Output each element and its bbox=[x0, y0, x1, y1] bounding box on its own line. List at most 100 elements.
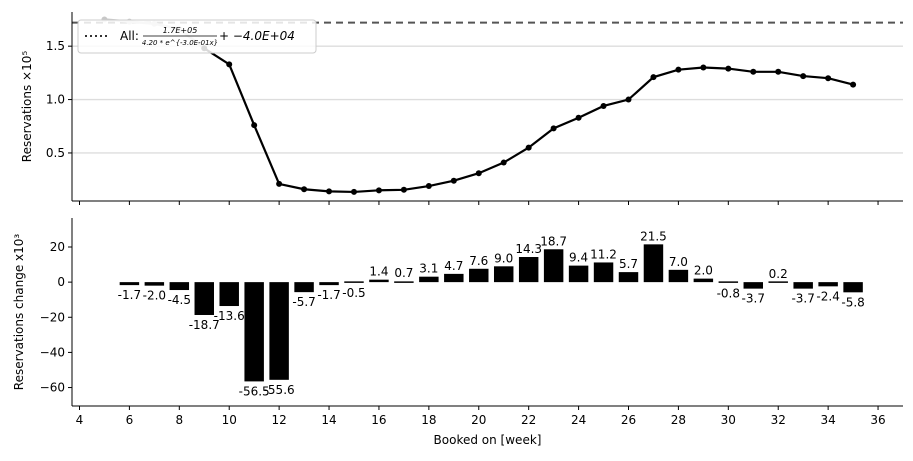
top-chart-panel: 0.5 1.0 1.5 Reservations ×10⁵ All: 1.7E+05 4.… bbox=[20, 12, 903, 205]
bar bbox=[169, 282, 190, 291]
x-tick-label: 18 bbox=[421, 413, 436, 427]
bar-value-label: 7.0 bbox=[669, 255, 688, 269]
bar-value-label: -5.7 bbox=[292, 295, 315, 309]
data-point bbox=[750, 68, 757, 75]
bar-value-label: 7.6 bbox=[469, 254, 488, 268]
bar bbox=[119, 282, 140, 286]
bar bbox=[668, 269, 689, 283]
legend-denominator: 4.20 * e^{-3.0E-01x} bbox=[142, 39, 218, 47]
bar-value-label: 18.7 bbox=[540, 234, 567, 248]
legend-prefix: All: bbox=[120, 29, 139, 43]
bar bbox=[319, 282, 339, 286]
data-point bbox=[500, 159, 507, 166]
x-tick-label: 8 bbox=[175, 413, 183, 427]
bar-value-label: -2.4 bbox=[816, 289, 839, 303]
x-tick-label: 20 bbox=[471, 413, 486, 427]
data-point bbox=[650, 74, 657, 81]
data-point bbox=[301, 186, 308, 193]
bar bbox=[543, 249, 564, 283]
bar-value-label: -1.7 bbox=[118, 288, 141, 302]
bar-value-label: 0.7 bbox=[394, 266, 413, 280]
bar bbox=[244, 282, 264, 382]
data-point bbox=[525, 144, 532, 151]
bottom-chart-panel: -1.7 -2.0 -4.5-18.7-13.6-56.5-55.6-5.7-1.7… bbox=[12, 218, 903, 447]
legend-box bbox=[77, 19, 317, 54]
data-point bbox=[350, 188, 357, 195]
bar-value-label: -3.7 bbox=[791, 292, 814, 306]
data-point bbox=[251, 122, 258, 129]
bar-value-label: 5.7 bbox=[619, 257, 638, 271]
bar-value-label: -13.6 bbox=[214, 309, 245, 323]
x-tick-label: 32 bbox=[771, 413, 786, 427]
bar bbox=[768, 281, 788, 283]
bar bbox=[294, 282, 314, 293]
y-tick-label: 1.5 bbox=[46, 39, 65, 53]
x-tick-label: 14 bbox=[321, 413, 336, 427]
data-point bbox=[450, 177, 457, 184]
bar-value-label: 2.0 bbox=[694, 264, 713, 278]
bar bbox=[793, 282, 813, 289]
x-tick-label: 22 bbox=[521, 413, 536, 427]
legend-suffix: + −4.0E+04 bbox=[219, 29, 295, 43]
y-tick-label: 0.5 bbox=[46, 146, 65, 160]
bar bbox=[593, 262, 614, 283]
y-tick-label: 1.0 bbox=[46, 93, 65, 107]
bar bbox=[144, 282, 165, 286]
data-point bbox=[775, 68, 782, 75]
y-axis-label: Reservations change x10³ bbox=[12, 234, 26, 391]
data-point bbox=[475, 170, 482, 177]
x-axis-label: Booked on [week] bbox=[434, 433, 542, 447]
data-point bbox=[276, 180, 283, 187]
x-tick-label: 10 bbox=[222, 413, 237, 427]
bar bbox=[693, 278, 714, 283]
x-tick-label: 36 bbox=[870, 413, 885, 427]
bar-value-label: -55.6 bbox=[264, 383, 295, 397]
data-point bbox=[600, 102, 607, 109]
legend-numerator: 1.7E+05 bbox=[163, 26, 198, 35]
bar-value-label: 14.3 bbox=[515, 242, 542, 256]
bar-value-label: 3.1 bbox=[419, 262, 438, 276]
bar bbox=[369, 279, 389, 283]
x-tick-label: 28 bbox=[671, 413, 686, 427]
bar-value-label: 1.4 bbox=[369, 265, 388, 279]
data-point bbox=[700, 64, 707, 71]
bar bbox=[344, 281, 364, 283]
bar bbox=[219, 282, 239, 307]
data-point bbox=[550, 125, 557, 132]
data-point bbox=[326, 188, 333, 195]
data-point bbox=[226, 61, 233, 68]
bar-value-label: 0.2 bbox=[769, 267, 788, 281]
bar bbox=[269, 282, 289, 380]
bar-value-label: -4.5 bbox=[168, 293, 191, 307]
x-tick-label: 6 bbox=[126, 413, 134, 427]
x-tick-label: 4 bbox=[76, 413, 84, 427]
data-point bbox=[400, 186, 407, 193]
bar bbox=[818, 282, 838, 287]
y-tick-label: −20 bbox=[40, 310, 65, 324]
bar-value-label: -0.8 bbox=[717, 287, 740, 301]
data-point bbox=[375, 187, 382, 194]
y-tick-label: −40 bbox=[40, 345, 65, 359]
bar-value-label: -18.7 bbox=[189, 318, 220, 332]
bar bbox=[718, 281, 739, 283]
bar bbox=[493, 266, 514, 283]
x-tick-label: 24 bbox=[571, 413, 586, 427]
y-tick-label: 20 bbox=[50, 240, 65, 254]
bar bbox=[518, 257, 539, 283]
data-point bbox=[800, 73, 807, 80]
x-tick-label: 26 bbox=[621, 413, 636, 427]
y-tick-label: 0 bbox=[57, 275, 65, 289]
data-point bbox=[825, 75, 832, 82]
bar bbox=[194, 282, 214, 315]
x-tick-label: 30 bbox=[721, 413, 736, 427]
bar-value-label: -3.7 bbox=[742, 292, 765, 306]
x-tick-label: 12 bbox=[271, 413, 286, 427]
bar-value-label: 21.5 bbox=[640, 229, 667, 243]
bar-value-label: -0.5 bbox=[342, 286, 365, 300]
y-axis-label: Reservations ×10⁵ bbox=[20, 51, 34, 163]
bar bbox=[394, 281, 414, 283]
bar-value-label: -2.0 bbox=[143, 289, 166, 303]
x-tick-label: 16 bbox=[371, 413, 386, 427]
bar bbox=[618, 272, 639, 283]
